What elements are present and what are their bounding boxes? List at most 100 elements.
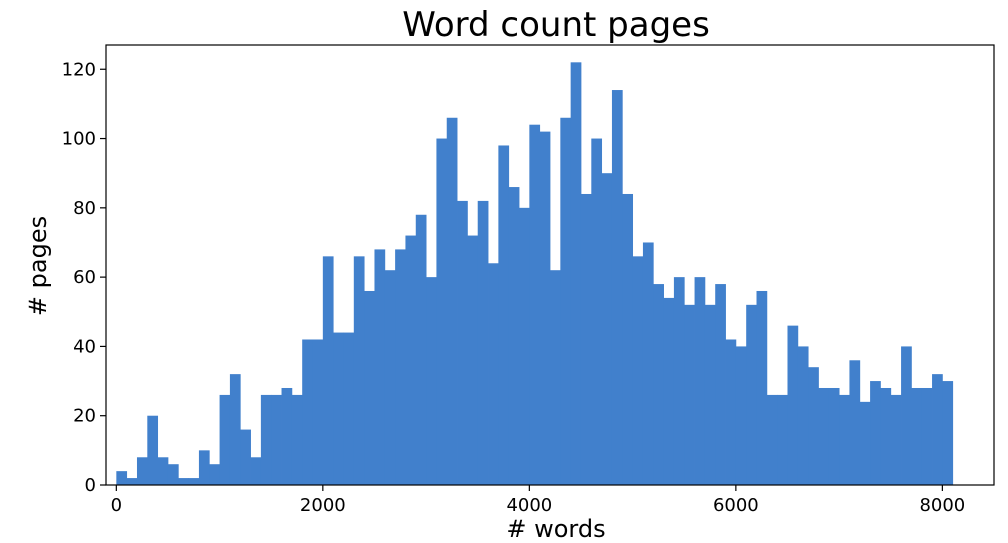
plot-frame: [105, 44, 995, 486]
histogram-bar-20: [322, 256, 334, 485]
histogram-bar-63: [766, 394, 778, 485]
y-tick-label: 0: [85, 475, 96, 496]
y-tick-label: 80: [73, 198, 96, 219]
histogram-bar-12: [240, 429, 251, 485]
histogram-bar-52: [653, 284, 664, 485]
histogram-bar-11: [229, 374, 241, 485]
histogram-bar-77: [911, 387, 923, 485]
histogram-bar-30: [426, 277, 437, 485]
histogram-bar-33: [457, 200, 468, 485]
histogram-bar-72: [859, 401, 871, 485]
histogram-bar-28: [405, 235, 417, 485]
histogram-bar-66: [797, 346, 809, 485]
histogram-bar-34: [467, 235, 479, 485]
histogram-bar-50: [632, 256, 644, 485]
histogram-bar-18: [302, 339, 313, 485]
histogram-bar-15: [271, 394, 282, 485]
histogram-bar-32: [446, 117, 458, 485]
histogram-bar-31: [436, 138, 448, 486]
histogram-bar-68: [818, 387, 830, 485]
histogram-bar-45: [580, 193, 592, 486]
histogram-bar-36: [488, 263, 499, 485]
x-tick-label: 4000: [506, 495, 552, 516]
histogram-bar-44: [570, 62, 582, 485]
histogram-bar-71: [849, 360, 861, 485]
histogram-bar-16: [281, 387, 293, 485]
histogram-bar-61: [746, 304, 757, 485]
histogram-bar-7: [188, 478, 200, 485]
histogram-bar-60: [735, 346, 747, 485]
x-tick-label: 8000: [919, 495, 965, 516]
histogram-bar-14: [260, 394, 272, 485]
histogram-bar-35: [477, 200, 489, 485]
y-tick-label: 100: [62, 129, 96, 150]
histogram-bar-59: [725, 339, 737, 485]
histogram-bar-43: [560, 117, 572, 485]
histogram-bar-17: [291, 394, 303, 485]
x-tick-label: 0: [111, 495, 122, 516]
histogram-bar-56: [694, 277, 706, 485]
histogram-bar-13: [250, 457, 262, 485]
histogram-bar-64: [777, 394, 788, 485]
histogram-bar-74: [880, 387, 892, 485]
histogram-bar-4: [157, 457, 169, 485]
histogram-bar-0: [116, 471, 128, 485]
histogram-bar-39: [519, 207, 530, 485]
histogram-bar-29: [415, 214, 427, 485]
histogram-bar-80: [942, 381, 954, 485]
histogram-bar-26: [384, 270, 396, 485]
histogram-bar-27: [395, 249, 406, 485]
histogram-bar-9: [209, 464, 220, 485]
histogram-bar-38: [508, 187, 520, 486]
histogram-bar-73: [870, 381, 881, 485]
histogram-bar-6: [178, 478, 190, 485]
histogram-bar-65: [787, 325, 799, 485]
x-tick-label: 6000: [713, 495, 759, 516]
x-axis-label: # words: [506, 515, 605, 543]
histogram-bar-70: [839, 394, 850, 485]
histogram-bar-47: [601, 173, 613, 485]
histogram-bar-42: [550, 270, 561, 485]
histogram-bar-41: [539, 131, 551, 486]
histogram-bar-53: [663, 297, 675, 485]
axes-layer: 0 2000 4000 6000 8000 0 20 40 60 80 100 120: [62, 44, 995, 516]
histogram-bar-76: [901, 346, 912, 485]
histogram-bar-49: [622, 193, 634, 486]
histogram-bar-10: [219, 394, 231, 485]
histogram-bar-62: [756, 290, 768, 485]
y-tick-label: 20: [73, 406, 96, 427]
histogram-bar-54: [673, 277, 685, 485]
y-tick-label: 120: [62, 59, 96, 80]
histogram-bar-78: [921, 387, 933, 485]
histogram-bar-67: [808, 367, 819, 485]
y-tick-label: 40: [73, 336, 96, 357]
histogram-bar-51: [642, 242, 654, 485]
histogram-bar-57: [704, 304, 716, 485]
histogram-bar-69: [828, 387, 840, 485]
histogram-bar-22: [343, 332, 355, 485]
histogram-bar-40: [529, 124, 541, 485]
y-tick-label: 60: [73, 267, 96, 288]
histogram-bar-1: [126, 478, 138, 485]
histogram-bar-21: [333, 332, 344, 485]
histogram-bar-79: [932, 374, 943, 485]
histogram-bar-19: [312, 339, 324, 485]
y-axis-label: # pages: [24, 216, 52, 316]
histogram-bar-8: [198, 450, 210, 485]
histogram-bar-3: [147, 415, 159, 485]
histogram-bar-24: [364, 290, 375, 485]
histogram-bar-25: [374, 249, 386, 485]
x-tick-label: 2000: [300, 495, 346, 516]
histogram-bar-37: [498, 145, 510, 485]
histogram-bar-46: [591, 138, 603, 486]
bars-layer: [116, 62, 954, 486]
histogram-bar-5: [167, 464, 179, 485]
histogram-bar-23: [353, 256, 365, 485]
histogram-bar-2: [136, 457, 148, 485]
histogram-bar-58: [715, 284, 726, 485]
histogram-bar-55: [684, 304, 695, 485]
histogram-bar-48: [611, 90, 623, 485]
histogram-bar-75: [890, 394, 902, 485]
chart-title: Word count pages: [402, 5, 710, 45]
